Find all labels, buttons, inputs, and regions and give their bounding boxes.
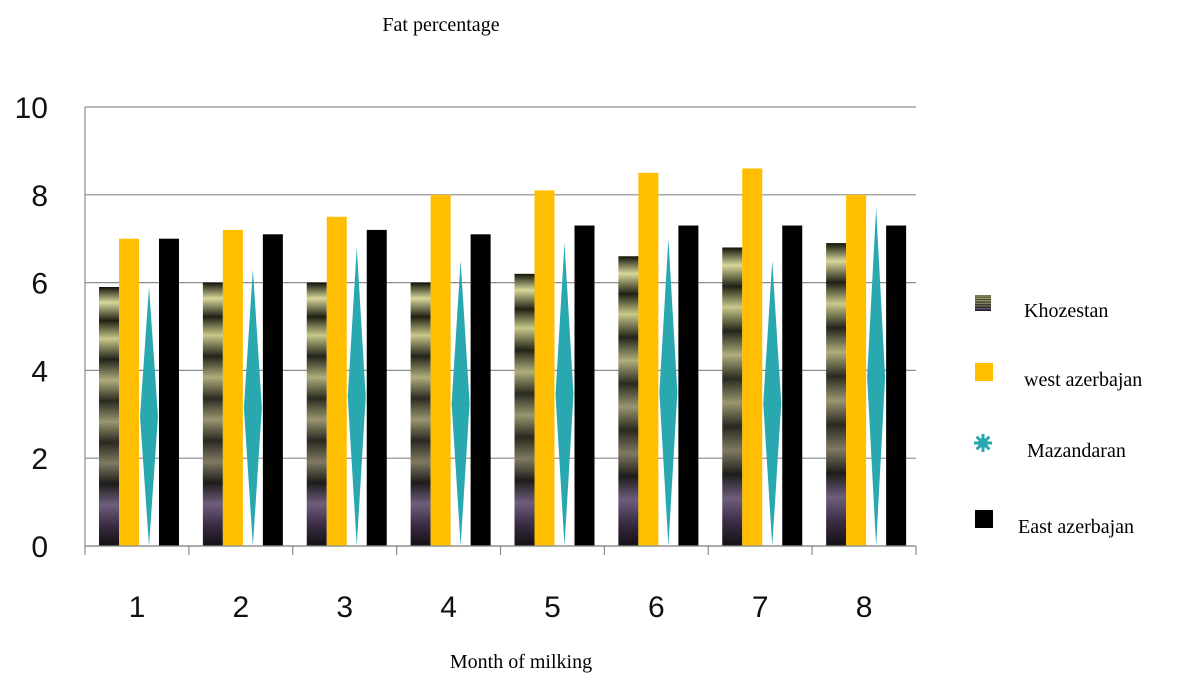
bar-east-azerbajan-1 <box>159 238 179 546</box>
x-tick-label: 3 <box>336 591 353 624</box>
y-tick-label: 4 <box>31 355 48 388</box>
bar-east-azerbajan-3 <box>366 229 387 547</box>
legend-label: west azerbajan <box>1024 369 1142 391</box>
bar-mazandaran-8 <box>867 207 886 546</box>
bar-west-azerbajan-4 <box>430 194 451 547</box>
bar-khozestan-8 <box>826 243 847 546</box>
bar-east-azerbajan-4 <box>470 234 491 546</box>
legend-label: Khozestan <box>1024 300 1108 322</box>
axes <box>84 107 917 555</box>
legend-swatch-west-azerbajan <box>975 363 993 381</box>
legend-swatch-khozestan <box>975 295 991 311</box>
y-tick-label: 8 <box>31 180 48 213</box>
chart-title: Fat percentage <box>382 14 499 36</box>
bar-west-azerbajan-6 <box>638 172 659 546</box>
bar-mazandaran-2 <box>243 269 262 546</box>
bar-khozestan-1 <box>99 286 119 546</box>
bar-khozestan-5 <box>514 273 535 546</box>
bar-west-azerbajan-5 <box>534 190 555 546</box>
legend-swatch-east-azerbajan <box>975 510 993 528</box>
x-tick-label: 7 <box>752 591 769 624</box>
x-axis-label: Month of milking <box>450 651 592 673</box>
y-axis-ticks: 0 2 4 6 8 10 <box>15 92 48 564</box>
bar-west-azerbajan-7 <box>742 168 763 546</box>
bar-west-azerbajan-3 <box>326 216 347 546</box>
bar-khozestan-6 <box>618 256 639 546</box>
bar-west-azerbajan-8 <box>846 194 867 547</box>
bar-mazandaran-5 <box>555 243 574 546</box>
y-tick-label: 10 <box>15 92 48 125</box>
x-axis-ticks: 1 2 3 4 5 6 7 8 <box>129 591 873 624</box>
x-tick-label: 4 <box>440 591 457 624</box>
bar-east-azerbajan-7 <box>782 225 803 546</box>
bar-mazandaran-1 <box>140 286 158 546</box>
bar-mazandaran-7 <box>763 260 782 546</box>
x-tick-label: 5 <box>544 591 561 624</box>
bar-east-azerbajan-2 <box>262 234 283 546</box>
legend-swatch-mazandaran <box>974 434 992 452</box>
legend-label: East azerbajan <box>1018 516 1134 538</box>
bar-mazandaran-6 <box>659 238 678 546</box>
bars <box>99 168 907 547</box>
bar-khozestan-7 <box>722 247 743 547</box>
bar-mazandaran-4 <box>451 260 470 546</box>
bar-khozestan-2 <box>202 282 223 546</box>
x-tick-label: 2 <box>232 591 249 624</box>
y-tick-label: 6 <box>31 268 48 301</box>
bar-east-azerbajan-5 <box>574 225 595 546</box>
y-tick-label: 0 <box>31 531 48 564</box>
x-tick-label: 8 <box>856 591 873 624</box>
legend: Khozestan west azerbajan Mazandaran East az… <box>974 295 1142 538</box>
bar-west-azerbajan-1 <box>119 238 139 546</box>
bar-west-azerbajan-2 <box>222 229 243 547</box>
y-tick-label: 2 <box>31 443 48 476</box>
bar-east-azerbajan-8 <box>886 225 907 546</box>
x-tick-label: 6 <box>648 591 665 624</box>
x-tick-label: 1 <box>129 591 146 624</box>
bar-khozestan-4 <box>410 282 431 546</box>
legend-label: Mazandaran <box>1027 440 1126 462</box>
bar-east-azerbajan-6 <box>678 225 699 546</box>
bar-khozestan-3 <box>306 282 327 546</box>
bar-mazandaran-3 <box>347 247 366 547</box>
